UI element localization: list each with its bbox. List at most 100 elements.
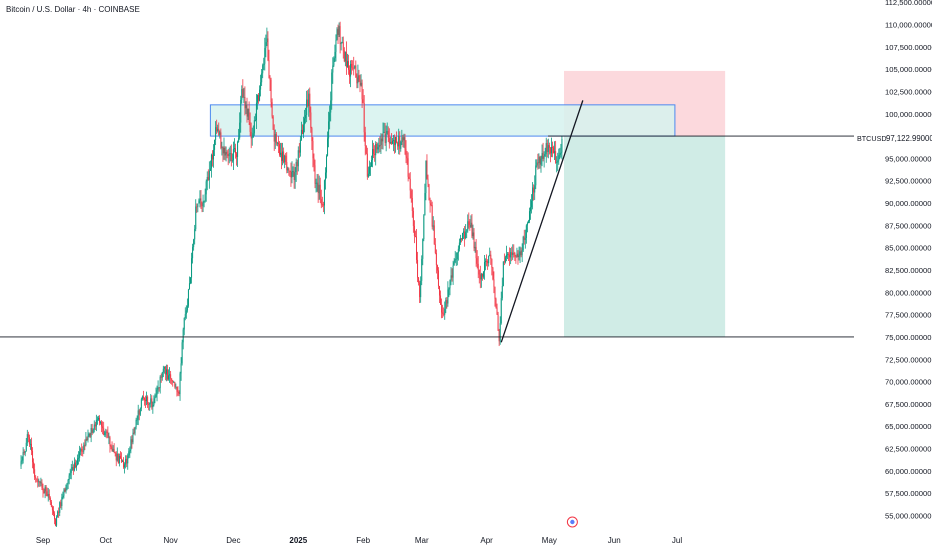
- candle-body: [305, 115, 307, 119]
- candle-body: [361, 82, 363, 100]
- candle-body: [307, 99, 309, 107]
- candle-body: [354, 65, 356, 69]
- candle-body: [107, 433, 109, 438]
- candle-body: [390, 141, 392, 144]
- candle-body: [49, 498, 51, 503]
- candle-body: [93, 424, 95, 430]
- candle-body: [478, 269, 480, 275]
- candle-body: [174, 382, 176, 387]
- y-tick-label: 67,500.00000: [885, 400, 931, 409]
- candle-body: [38, 481, 40, 483]
- candle-body: [157, 387, 159, 390]
- candle-body: [94, 424, 96, 427]
- candle-body: [177, 391, 179, 393]
- candle-body: [503, 261, 505, 263]
- candle-body: [523, 236, 525, 240]
- candle-body: [371, 160, 373, 167]
- candle-body: [337, 29, 339, 35]
- trendline[interactable]: [500, 100, 584, 343]
- y-tick-label: 55,000.00000: [885, 512, 931, 521]
- candle-body: [37, 479, 39, 483]
- candle-body: [122, 460, 124, 462]
- candle-body: [159, 376, 161, 389]
- candle-body: [242, 89, 244, 98]
- candle-body: [310, 112, 312, 129]
- candle-body: [430, 203, 432, 206]
- candle-body: [225, 152, 227, 156]
- candle-body: [534, 185, 536, 193]
- candle-body: [379, 144, 381, 146]
- candle-body: [513, 252, 515, 254]
- candle-body: [377, 147, 379, 150]
- candle-body: [300, 129, 302, 140]
- event-marker-icon[interactable]: [566, 516, 578, 528]
- candle-body: [434, 244, 436, 254]
- candle-body: [520, 251, 522, 256]
- candle-body: [328, 121, 330, 139]
- candle-body: [281, 152, 283, 161]
- candle-body: [364, 132, 366, 146]
- candle-body: [237, 142, 239, 157]
- candle-body: [274, 134, 276, 142]
- candle-body: [324, 172, 326, 181]
- candle-body: [70, 470, 72, 473]
- candle-body: [180, 363, 182, 374]
- candle-body: [385, 133, 387, 143]
- candle-body: [455, 258, 457, 260]
- candle-body: [196, 206, 198, 208]
- candle-body: [156, 389, 158, 395]
- y-tick-label: 87,500.00000: [885, 221, 931, 230]
- candle-body: [84, 444, 86, 446]
- candle-body: [545, 143, 547, 155]
- candle-body: [214, 139, 216, 150]
- candle-body: [89, 433, 91, 437]
- take-profit-zone[interactable]: [564, 136, 726, 337]
- candle-body: [161, 372, 163, 378]
- candle-body: [340, 42, 342, 44]
- candle-body: [187, 289, 189, 306]
- candle-body: [143, 398, 145, 400]
- candle-body: [277, 142, 279, 145]
- candle-body: [306, 99, 308, 116]
- candle-body: [409, 178, 411, 191]
- x-tick-label: Mar: [415, 536, 429, 545]
- candle-body: [549, 147, 551, 154]
- candle-body: [231, 160, 233, 162]
- candle-body: [39, 481, 41, 484]
- candle-body: [561, 138, 563, 153]
- candle-body: [115, 452, 117, 461]
- candle-body: [492, 267, 494, 280]
- candle-body: [191, 258, 193, 278]
- candle-body: [282, 151, 284, 161]
- candle-body: [399, 136, 401, 149]
- candle-body: [417, 259, 419, 278]
- candle-body: [316, 182, 318, 184]
- candle-body: [431, 205, 433, 227]
- candle-body: [449, 279, 451, 289]
- candle-body: [60, 502, 62, 507]
- candle-body: [410, 190, 412, 198]
- candle-body: [304, 118, 306, 125]
- candle-body: [134, 427, 136, 434]
- candle-body: [232, 148, 234, 161]
- x-tick-label: Dec: [226, 536, 240, 545]
- candle-body: [476, 258, 478, 264]
- candle-body: [233, 148, 235, 150]
- candle-body: [97, 417, 99, 420]
- candle-body: [544, 154, 546, 157]
- candle-body: [313, 158, 315, 166]
- candle-body: [190, 277, 192, 284]
- candle-body: [205, 181, 207, 195]
- candle-body: [512, 252, 514, 255]
- candle-body: [301, 129, 303, 135]
- candle-body: [21, 460, 23, 462]
- candle-body: [33, 462, 35, 470]
- candle-body: [218, 128, 220, 135]
- candle-body: [335, 39, 337, 52]
- supply-zone-rectangle[interactable]: [209, 104, 676, 137]
- candle-body: [508, 254, 510, 256]
- candle-body: [263, 63, 265, 66]
- candle-body: [152, 404, 154, 408]
- candle-body: [195, 206, 197, 229]
